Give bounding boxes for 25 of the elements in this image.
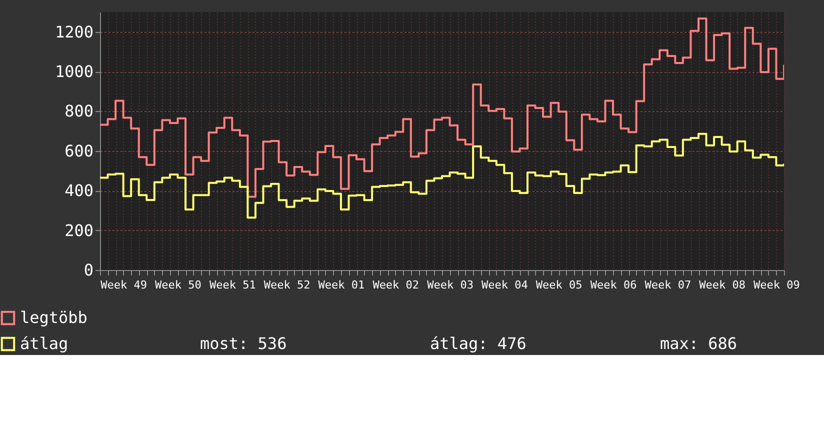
legend-label: legtöbb <box>20 308 88 327</box>
text: átlag: 476 <box>430 334 526 353</box>
y-tick-label: 0 <box>84 260 94 280</box>
y-tick-label: 800 <box>64 102 94 121</box>
x-tick-label: Week 02 <box>372 278 420 292</box>
x-tick-label: Week 09 <box>754 278 800 292</box>
y-tick-label: 600 <box>64 141 94 160</box>
y-tick-label: 1200 <box>54 22 94 42</box>
x-tick-label: Week 03 <box>427 278 474 292</box>
text: max: 686 <box>660 334 738 353</box>
x-tick-label: Week 01 <box>318 278 365 292</box>
legend-label: átlag <box>20 334 68 353</box>
text: most: 536 <box>200 334 287 353</box>
x-tick-label: Week 50 <box>155 278 202 292</box>
x-tick-label: Week 07 <box>644 278 692 292</box>
x-tick-label: Week 06 <box>590 278 637 292</box>
x-tick-label: Week 08 <box>699 278 746 292</box>
y-tick-label: 200 <box>64 220 94 240</box>
x-tick-label: Week 49 <box>100 278 147 292</box>
y-tick-label: 400 <box>64 181 94 200</box>
x-tick-label: Week 51 <box>209 278 256 292</box>
x-tick-label: Week 04 <box>482 278 528 292</box>
x-tick-label: Week 52 <box>264 278 310 292</box>
x-tick-label: Week 05 <box>536 278 582 292</box>
y-tick-label: 1000 <box>54 62 94 82</box>
